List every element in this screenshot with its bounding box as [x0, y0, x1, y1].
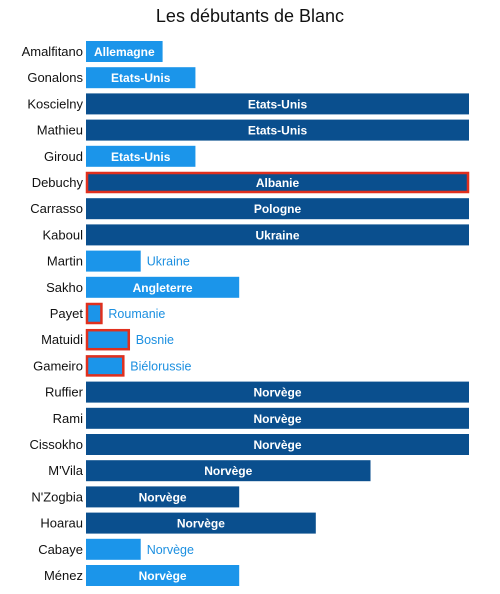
player-name-label: Kaboul	[43, 227, 84, 242]
bar	[86, 198, 469, 220]
bar	[86, 355, 125, 377]
bar	[86, 512, 316, 534]
bar-value-label: Norvège	[139, 490, 187, 504]
bar-value-label: Etats-Unis	[248, 124, 308, 138]
bar	[86, 93, 469, 115]
player-name-label: Sakho	[46, 280, 83, 295]
bar-value-label: Norvège	[147, 543, 194, 557]
bar-value-label: Norvège	[204, 464, 252, 478]
bar	[86, 303, 103, 324]
bar-highlight	[85, 355, 125, 377]
bar	[86, 67, 196, 89]
player-name-label: Payet	[50, 306, 84, 321]
player-name-label: N'Zogbia	[31, 489, 83, 504]
player-name-label: M'Vila	[48, 463, 84, 478]
player-name-label: Amalfitano	[22, 44, 83, 59]
bar-highlight	[85, 328, 131, 351]
player-name-label: Hoarau	[40, 516, 83, 531]
player-name-label: Cabaye	[38, 542, 83, 557]
bar-value-label: Etats-Unis	[111, 71, 171, 85]
bar	[86, 329, 130, 351]
bar	[86, 381, 469, 403]
bar-value-label: Bosnie	[136, 333, 174, 347]
bar	[86, 41, 163, 62]
bar	[86, 172, 469, 193]
player-name-label: Ménez	[44, 568, 83, 583]
player-name-label: Koscielny	[27, 96, 83, 111]
bar	[86, 224, 469, 246]
player-name-label: Carrasso	[30, 201, 83, 216]
bar-value-label: Norvège	[177, 517, 225, 531]
bar-value-label: Ukraine	[255, 228, 299, 242]
chart-title: Les débutants de Blanc	[155, 6, 345, 26]
bar	[86, 538, 141, 560]
bar-highlight	[85, 171, 470, 194]
bar	[86, 460, 371, 482]
player-name-label: Mathieu	[37, 123, 83, 138]
player-name-label: Gameiro	[33, 358, 83, 373]
player-name-label: Debuchy	[32, 175, 84, 190]
bar-value-label: Pologne	[254, 202, 302, 216]
player-name-label: Cissokho	[30, 437, 83, 452]
player-name-label: Matuidi	[41, 332, 83, 347]
bar-value-label: Roumanie	[108, 307, 165, 321]
bar	[86, 276, 240, 298]
player-name-label: Giroud	[44, 149, 83, 164]
bar	[86, 119, 469, 141]
bar-value-label: Allemagne	[94, 45, 155, 59]
bar-value-label: Angleterre	[133, 281, 193, 295]
bar-value-label: Etats-Unis	[111, 150, 171, 164]
player-name-label: Gonalons	[27, 70, 83, 85]
player-name-label: Ruffier	[45, 385, 84, 400]
bar	[86, 145, 196, 167]
bar-value-label: Norvège	[139, 569, 187, 583]
bar-value-label: Ukraine	[147, 255, 190, 269]
bar	[86, 250, 141, 272]
bar-value-label: Albanie	[256, 176, 300, 190]
bar-value-label: Norvège	[253, 412, 301, 426]
bar-value-label: Norvège	[253, 438, 301, 452]
bar	[86, 434, 469, 455]
bar-highlight	[85, 302, 103, 325]
player-name-label: Rami	[53, 411, 83, 426]
player-name-label: Martin	[47, 254, 83, 269]
bar-value-label: Etats-Unis	[248, 97, 308, 111]
bar	[86, 486, 240, 508]
bar-value-label: Biélorussie	[130, 359, 191, 373]
bar	[86, 565, 240, 586]
bar-value-label: Norvège	[253, 386, 301, 400]
bar	[86, 407, 469, 429]
